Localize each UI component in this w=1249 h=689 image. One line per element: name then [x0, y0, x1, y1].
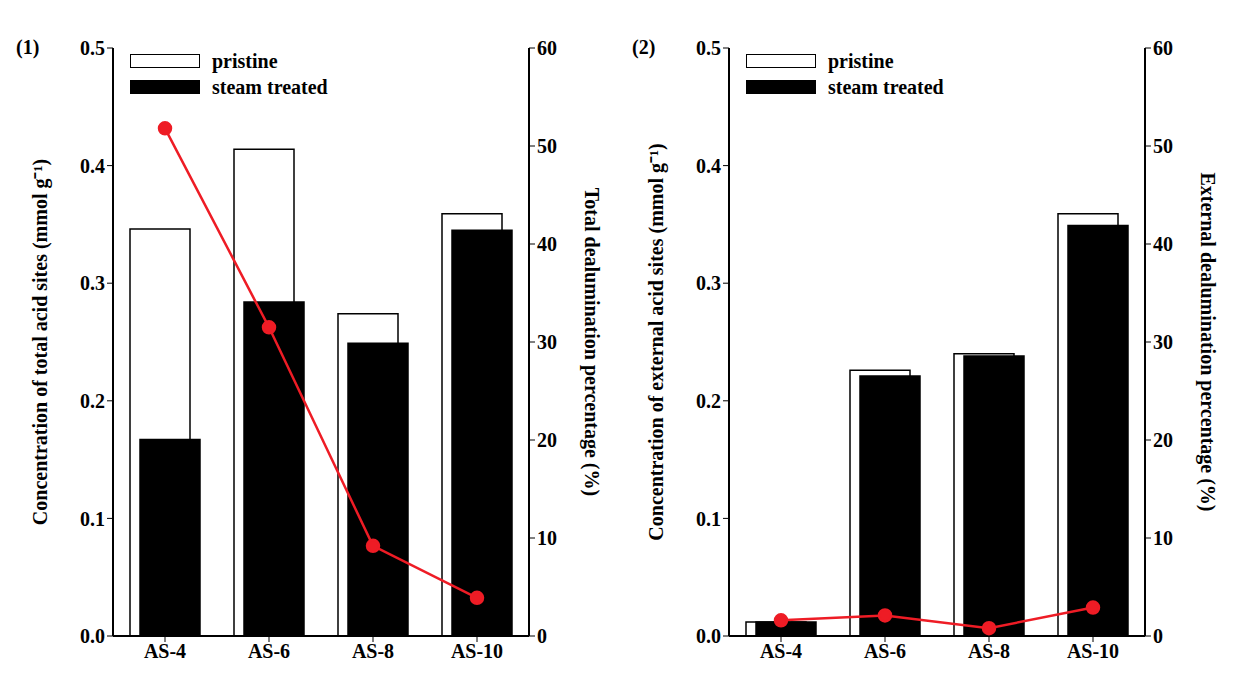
svg-text:0.2: 0.2 — [80, 390, 105, 412]
svg-text:AS-6: AS-6 — [248, 640, 290, 662]
svg-text:60: 60 — [537, 37, 557, 59]
html-text:(2): (2) — [632, 36, 656, 58]
svg-text:10: 10 — [1153, 527, 1173, 549]
svg-text:0.1: 0.1 — [696, 508, 721, 530]
svg-text:Total dealumination percentage: Total dealumination percentage (%) — [580, 188, 603, 496]
html-text:pristine: pristine — [828, 49, 894, 72]
svg-text:AS-8: AS-8 — [968, 640, 1010, 662]
svg-text:0.0: 0.0 — [696, 625, 721, 647]
svg-text:40: 40 — [537, 233, 557, 255]
svg-text:Concentration of total acid si: Concentration of total acid sites (mmol … — [29, 159, 52, 525]
svg-text:Concentration of external acid: Concentration of external acid sites (mm… — [645, 143, 668, 540]
html-text:steam treated: steam treated — [212, 75, 328, 98]
svg-text:0.0: 0.0 — [80, 625, 105, 647]
svg-text:50: 50 — [537, 135, 557, 157]
svg-text:50: 50 — [1153, 135, 1173, 157]
svg-text:0.2: 0.2 — [696, 390, 721, 412]
svg-text:0.3: 0.3 — [696, 272, 721, 294]
svg-text:AS-10: AS-10 — [1067, 640, 1119, 662]
svg-text:0: 0 — [537, 625, 547, 647]
html-text:(1): (1) — [16, 36, 40, 58]
svg-text:60: 60 — [1153, 37, 1173, 59]
svg-text:AS-6: AS-6 — [864, 640, 906, 662]
svg-text:10: 10 — [537, 527, 557, 549]
html-text:pristine: pristine — [212, 49, 278, 72]
svg-text:0.3: 0.3 — [80, 272, 105, 294]
html-text:steam treated: steam treated — [828, 75, 944, 98]
svg-text:0.5: 0.5 — [696, 37, 721, 59]
svg-text:AS-4: AS-4 — [760, 640, 802, 662]
svg-text:0.1: 0.1 — [80, 508, 105, 530]
svg-text:AS-10: AS-10 — [451, 640, 503, 662]
svg-text:AS-4: AS-4 — [144, 640, 186, 662]
svg-text:AS-8: AS-8 — [352, 640, 394, 662]
svg-text:0.5: 0.5 — [80, 37, 105, 59]
svg-text:40: 40 — [1153, 233, 1173, 255]
svg-text:0.4: 0.4 — [80, 155, 105, 177]
svg-text:External dealumination percent: External dealumination percentage (%) — [1196, 172, 1219, 511]
svg-text:0: 0 — [1153, 625, 1163, 647]
svg-text:20: 20 — [1153, 429, 1173, 451]
svg-text:20: 20 — [537, 429, 557, 451]
svg-text:30: 30 — [1153, 331, 1173, 353]
svg-text:30: 30 — [537, 331, 557, 353]
svg-text:0.4: 0.4 — [696, 155, 721, 177]
